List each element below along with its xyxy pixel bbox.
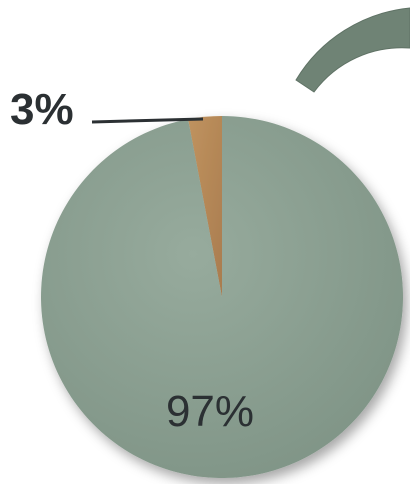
slice-label-large: 97%	[166, 387, 254, 436]
slice-label-small: 3%	[10, 85, 74, 134]
pie-group	[41, 116, 403, 478]
pie-slice-small	[188, 116, 222, 297]
decorative-arc	[295, 7, 410, 93]
pie-slice-large	[41, 116, 403, 478]
leader-line	[91, 117, 204, 124]
